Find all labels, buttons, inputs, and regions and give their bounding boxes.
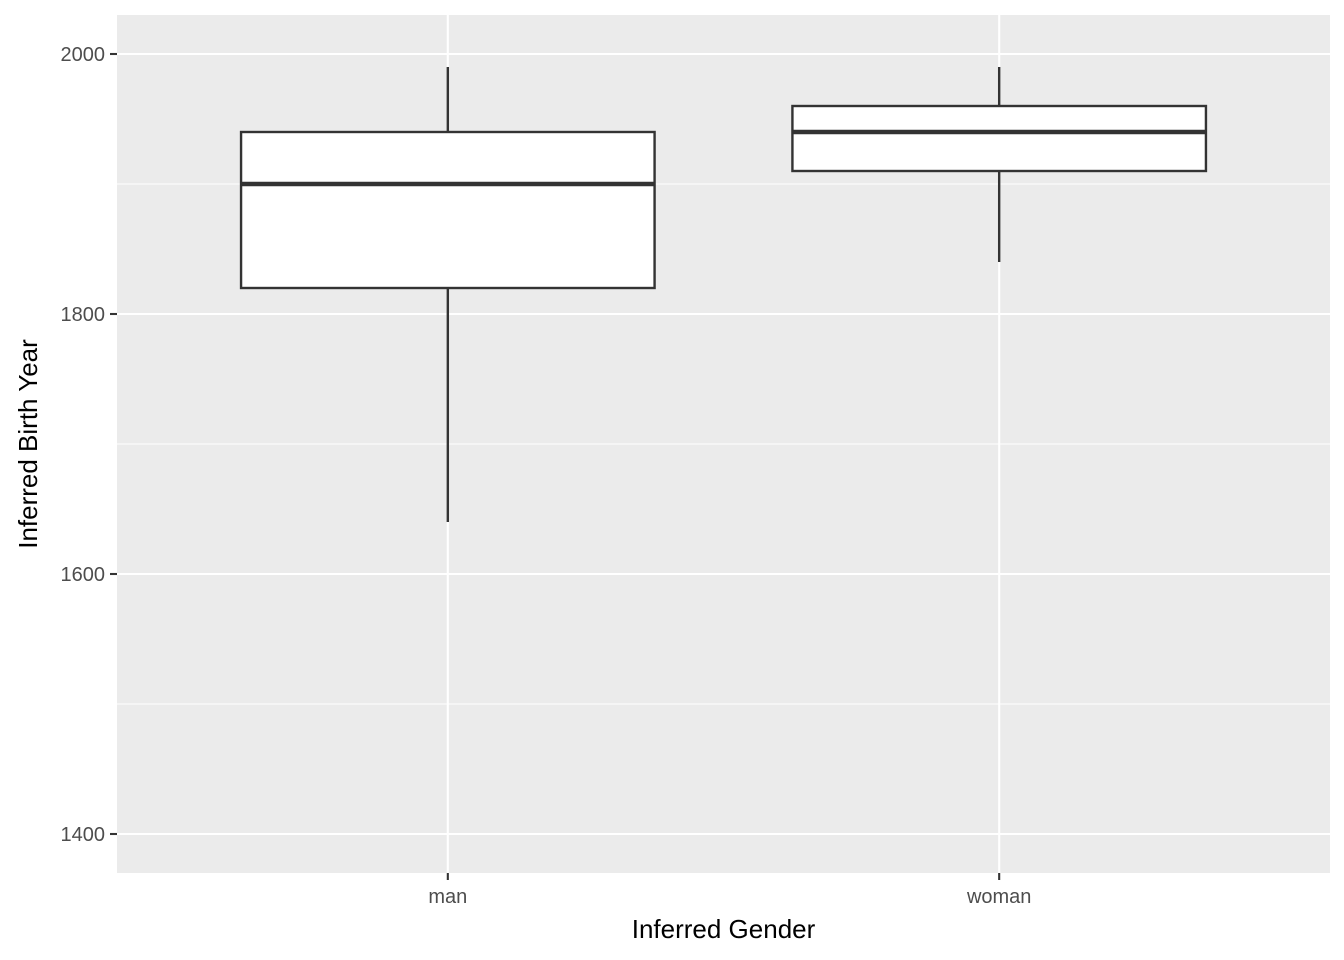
box-series: [239, 67, 1208, 522]
y-tick-label-3: 2000: [61, 44, 106, 66]
x-tick-label-woman: woman: [966, 886, 1031, 908]
y-tick-label-0: 1400: [61, 824, 106, 846]
iqr-box-woman: [791, 104, 1208, 173]
x-tick-label-man: man: [428, 886, 467, 908]
y-tick-label-1: 1600: [61, 564, 106, 586]
y-axis: 1400 1600 1800 2000: [61, 44, 117, 846]
x-axis: man woman: [428, 873, 1031, 908]
box-man: [239, 67, 656, 522]
iqr-box-man: [239, 130, 656, 290]
x-axis-title: Inferred Gender: [632, 914, 816, 944]
y-tick-label-2: 1800: [61, 304, 106, 326]
box-woman: [791, 67, 1208, 262]
y-axis-title: Inferred Birth Year: [13, 339, 43, 549]
